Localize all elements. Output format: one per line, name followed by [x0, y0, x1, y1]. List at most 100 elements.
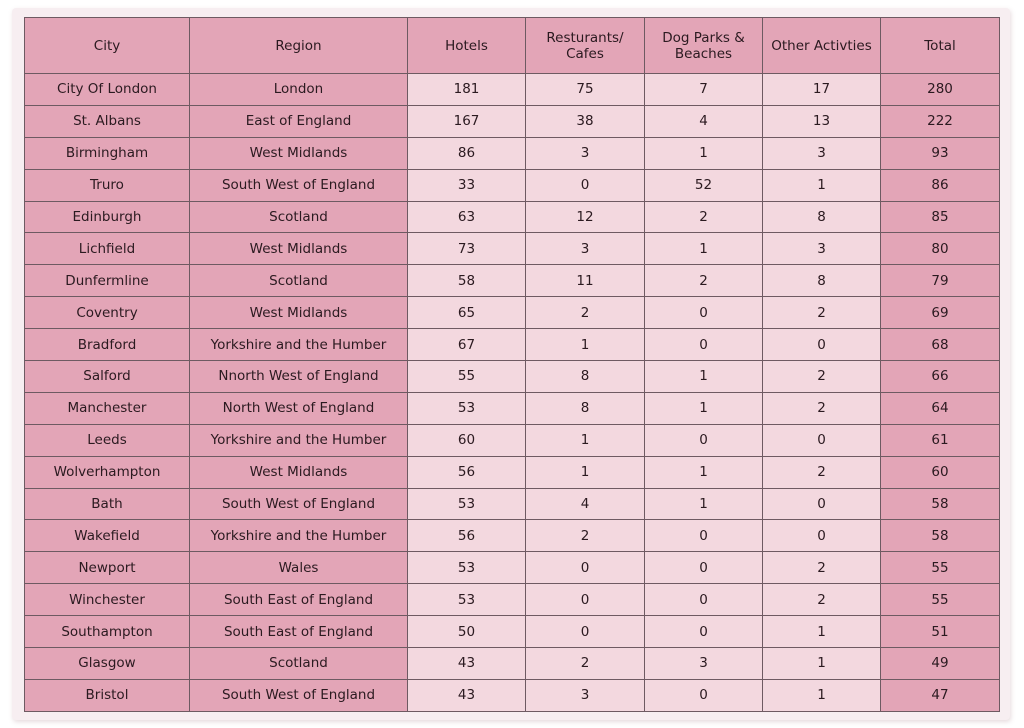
cell-restaurants-cafes: 8	[525, 391, 645, 425]
cell-dog-parks-beaches: 0	[644, 328, 763, 362]
cell-hotels: 60	[407, 423, 526, 457]
cell-city: Wolverhampton	[24, 455, 190, 489]
table-row: City Of London London 181 75 7 17 280	[24, 73, 1000, 106]
cell-restaurants-cafes: 3	[525, 232, 645, 266]
header-dog-parks-beaches: Dog Parks & Beaches	[644, 17, 763, 74]
cell-total: 86	[880, 168, 1000, 202]
cell-hotels: 56	[407, 455, 526, 489]
table-row: Edinburgh Scotland 63 12 2 8 85	[24, 200, 1000, 234]
cell-dog-parks-beaches: 4	[644, 104, 763, 138]
cell-city: Bradford	[24, 328, 190, 362]
cell-region: Yorkshire and the Humber	[189, 519, 408, 553]
cell-dog-parks-beaches: 2	[644, 200, 763, 234]
cell-other-activities: 17	[762, 73, 881, 106]
cell-total: 55	[880, 583, 1000, 617]
table-row: Glasgow Scotland 43 2 3 1 49	[24, 647, 1000, 680]
cell-region: Scotland	[189, 200, 408, 234]
cell-dog-parks-beaches: 1	[644, 455, 763, 489]
cell-other-activities: 13	[762, 104, 881, 138]
cell-total: 222	[880, 104, 1000, 138]
cell-region: South West of England	[189, 487, 408, 521]
table-body: City Of London London 181 75 7 17 280 St. Alban…	[24, 73, 1000, 712]
cell-total: 93	[880, 136, 1000, 170]
cell-other-activities: 2	[762, 551, 881, 585]
cell-other-activities: 2	[762, 455, 881, 489]
cell-dog-parks-beaches: 3	[644, 647, 763, 680]
city-activities-table: City Region Hotels Resturants/ Cafes Dog…	[24, 17, 1000, 712]
cell-restaurants-cafes: 4	[525, 487, 645, 521]
cell-total: 49	[880, 647, 1000, 680]
table-row: Southampton South East of England 50 0 0 1 51	[24, 615, 1000, 649]
table-row: Truro South West of England 33 0 52 1 86	[24, 168, 1000, 202]
cell-hotels: 181	[407, 73, 526, 106]
cell-dog-parks-beaches: 0	[644, 519, 763, 553]
cell-dog-parks-beaches: 0	[644, 551, 763, 585]
cell-hotels: 53	[407, 487, 526, 521]
cell-dog-parks-beaches: 2	[644, 264, 763, 298]
header-region: Region	[189, 17, 408, 74]
cell-hotels: 63	[407, 200, 526, 234]
cell-hotels: 56	[407, 519, 526, 553]
cell-total: 79	[880, 264, 1000, 298]
header-restaurants-cafes: Resturants/ Cafes	[525, 17, 645, 74]
cell-city: Newport	[24, 551, 190, 585]
cell-total: 58	[880, 487, 1000, 521]
cell-region: North West of England	[189, 391, 408, 425]
cell-region: Scotland	[189, 264, 408, 298]
header-total: Total	[880, 17, 1000, 74]
cell-region: Yorkshire and the Humber	[189, 423, 408, 457]
cell-hotels: 53	[407, 551, 526, 585]
cell-other-activities: 2	[762, 360, 881, 393]
cell-other-activities: 3	[762, 136, 881, 170]
table-row: Bradford Yorkshire and the Humber 67 1 0 0 68	[24, 328, 1000, 362]
cell-city: Salford	[24, 360, 190, 393]
cell-other-activities: 8	[762, 200, 881, 234]
cell-region: East of England	[189, 104, 408, 138]
cell-hotels: 58	[407, 264, 526, 298]
cell-total: 60	[880, 455, 1000, 489]
cell-hotels: 33	[407, 168, 526, 202]
cell-dog-parks-beaches: 1	[644, 136, 763, 170]
cell-city: Truro	[24, 168, 190, 202]
cell-hotels: 73	[407, 232, 526, 266]
table-row: Salford Nnorth West of England 55 8 1 2 66	[24, 360, 1000, 393]
cell-hotels: 167	[407, 104, 526, 138]
cell-city: Wakefield	[24, 519, 190, 553]
cell-city: Glasgow	[24, 647, 190, 680]
cell-region: Wales	[189, 551, 408, 585]
cell-total: 80	[880, 232, 1000, 266]
cell-total: 64	[880, 391, 1000, 425]
header-hotels: Hotels	[407, 17, 526, 74]
table-row: Winchester South East of England 53 0 0 2 55	[24, 583, 1000, 617]
cell-dog-parks-beaches: 7	[644, 73, 763, 106]
cell-hotels: 53	[407, 583, 526, 617]
cell-restaurants-cafes: 75	[525, 73, 645, 106]
cell-hotels: 50	[407, 615, 526, 649]
cell-dog-parks-beaches: 1	[644, 232, 763, 266]
cell-other-activities: 1	[762, 168, 881, 202]
cell-restaurants-cafes: 0	[525, 615, 645, 649]
cell-restaurants-cafes: 1	[525, 328, 645, 362]
cell-region: West Midlands	[189, 232, 408, 266]
cell-city: Birmingham	[24, 136, 190, 170]
cell-hotels: 55	[407, 360, 526, 393]
cell-other-activities: 1	[762, 678, 881, 712]
cell-region: South West of England	[189, 168, 408, 202]
cell-hotels: 43	[407, 647, 526, 680]
table-row: St. Albans East of England 167 38 4 13 222	[24, 104, 1000, 138]
cell-restaurants-cafes: 38	[525, 104, 645, 138]
cell-city: Bath	[24, 487, 190, 521]
cell-city: Lichfield	[24, 232, 190, 266]
cell-hotels: 67	[407, 328, 526, 362]
table-row: Wakefield Yorkshire and the Humber 56 2 0 0 58	[24, 519, 1000, 553]
cell-city: Leeds	[24, 423, 190, 457]
cell-restaurants-cafes: 3	[525, 678, 645, 712]
cell-other-activities: 2	[762, 296, 881, 330]
cell-dog-parks-beaches: 0	[644, 296, 763, 330]
cell-total: 55	[880, 551, 1000, 585]
cell-total: 58	[880, 519, 1000, 553]
table-row: Leeds Yorkshire and the Humber 60 1 0 0 61	[24, 423, 1000, 457]
cell-other-activities: 0	[762, 423, 881, 457]
header-other-activities: Other Activties	[762, 17, 881, 74]
cell-other-activities: 2	[762, 583, 881, 617]
